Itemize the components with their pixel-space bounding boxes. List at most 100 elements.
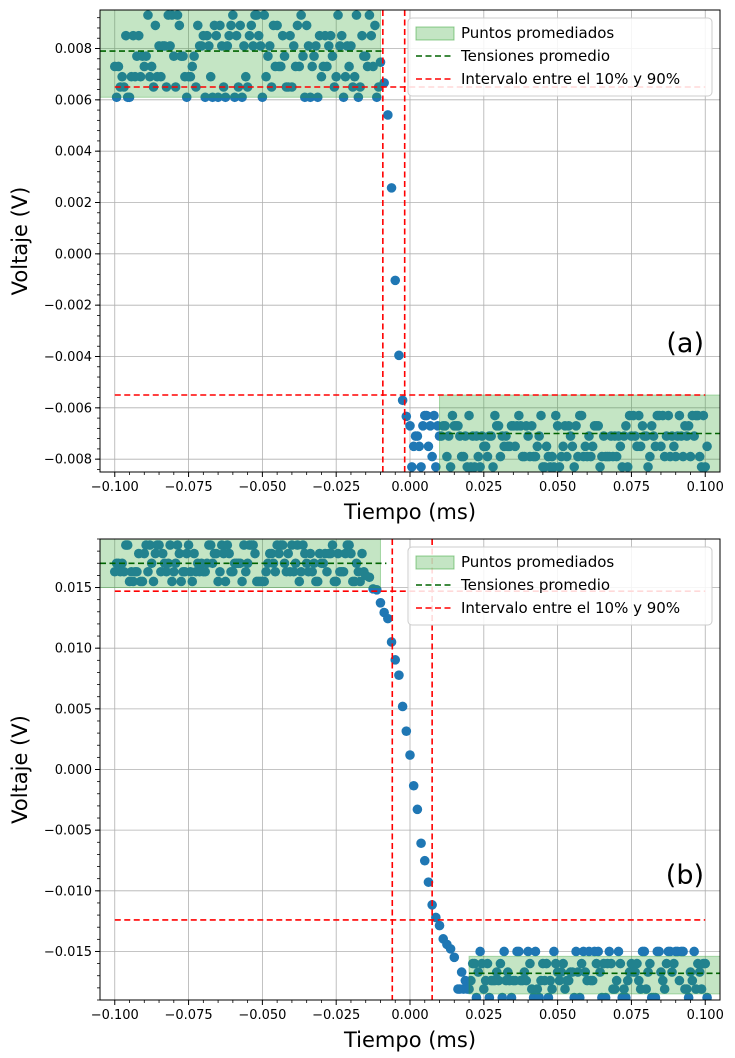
data-point (189, 548, 199, 559)
data-point (663, 410, 674, 421)
data-point (117, 71, 127, 82)
data-point (694, 967, 705, 977)
legend-swatch-region (415, 26, 455, 41)
data-point (643, 967, 653, 977)
x-tick-label: −0.050 (238, 1008, 286, 1023)
data-point (169, 566, 179, 577)
data-point (645, 451, 655, 462)
data-point (547, 451, 557, 462)
data-point (307, 61, 318, 72)
data-point (250, 548, 260, 559)
data-point (357, 548, 367, 559)
data-point (562, 451, 572, 462)
legend-label: Tensiones promedio (460, 47, 610, 65)
x-tick-label: 0.025 (465, 1008, 502, 1023)
data-point (181, 548, 192, 559)
data-point (694, 451, 705, 462)
data-point (222, 540, 233, 550)
data-point (305, 92, 316, 103)
data-point (643, 462, 653, 472)
data-point (228, 10, 238, 20)
data-point (261, 566, 271, 577)
data-point (510, 441, 520, 452)
data-point (669, 441, 679, 452)
data-point (288, 566, 299, 577)
data-point (204, 41, 214, 51)
data-point (340, 71, 351, 82)
data-point (312, 576, 323, 587)
data-point (325, 30, 336, 41)
x-tick-label: −0.075 (165, 480, 213, 495)
data-point (405, 421, 415, 431)
data-point (242, 82, 253, 92)
x-axis-label: Tiempo (ms) (343, 1028, 476, 1052)
x-tick-label: 0.000 (391, 1008, 428, 1023)
data-point (550, 410, 561, 421)
data-point (296, 10, 306, 20)
data-point (456, 967, 467, 977)
data-point (576, 958, 587, 969)
data-point (613, 946, 624, 957)
data-point (576, 410, 587, 421)
data-point (632, 958, 642, 969)
x-tick-label: −0.075 (165, 1008, 213, 1023)
data-point (514, 410, 524, 421)
data-point (622, 975, 633, 986)
data-point (495, 451, 506, 462)
data-point (408, 780, 419, 791)
data-point (532, 441, 543, 452)
data-point (445, 944, 456, 954)
x-tick-label: −0.025 (312, 480, 360, 495)
data-point (488, 462, 498, 472)
data-point (246, 20, 257, 31)
data-point (418, 421, 428, 431)
data-point (351, 558, 362, 569)
data-point (558, 958, 568, 969)
data-point (674, 975, 685, 986)
panel-label: (a) (666, 328, 704, 359)
plot-area (100, 539, 720, 1000)
x-tick-label: 0.050 (539, 1008, 576, 1023)
data-point (145, 71, 155, 82)
data-point (407, 462, 417, 472)
data-point (146, 61, 157, 72)
data-point (174, 548, 185, 559)
data-point (189, 51, 199, 61)
data-point (165, 41, 175, 51)
data-point (563, 975, 574, 986)
data-point (327, 540, 338, 550)
data-point (370, 20, 380, 31)
data-point (139, 61, 150, 72)
data-point (543, 992, 554, 1000)
data-point (150, 548, 161, 559)
data-point (279, 51, 290, 61)
data-point (322, 566, 332, 577)
y-tick-label: 0.015 (55, 581, 92, 596)
y-tick-label: −0.002 (44, 299, 92, 314)
data-point (259, 10, 270, 20)
data-point (427, 451, 437, 462)
data-point (453, 421, 463, 431)
data-point (187, 61, 198, 72)
data-point (654, 946, 664, 957)
data-point (263, 51, 273, 61)
data-point (506, 992, 517, 1000)
data-point (412, 431, 423, 441)
data-point (678, 946, 688, 957)
data-point (239, 41, 249, 51)
data-point (689, 946, 699, 957)
data-point (421, 410, 432, 421)
data-point (157, 548, 168, 559)
legend-label: Puntos promediados (461, 24, 614, 42)
data-point (586, 451, 596, 462)
chart-panel-b: −0.100 −0.075 −0.050 −0.025 0.000 0.025 0.050 0… (8, 538, 724, 1052)
data-point (646, 421, 657, 431)
data-point (639, 946, 650, 957)
data-point (482, 451, 493, 462)
data-point (650, 992, 661, 1000)
x-tick-label: 0.075 (613, 1008, 650, 1023)
legend-label: Puntos promediados (461, 553, 614, 571)
data-point (222, 41, 233, 51)
data-point (523, 946, 533, 957)
